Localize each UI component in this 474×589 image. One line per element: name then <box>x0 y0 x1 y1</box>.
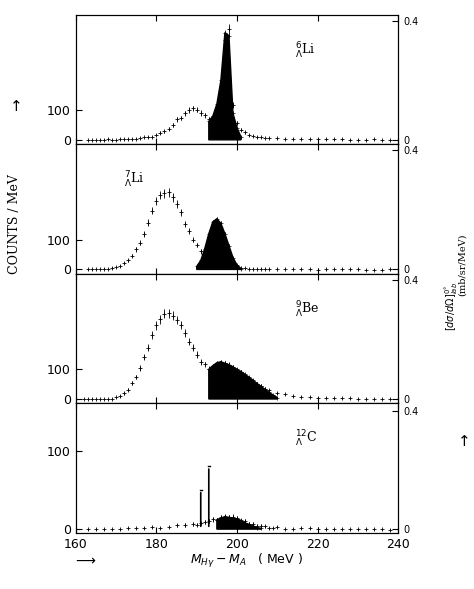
Text: (mb/sr/MeV): (mb/sr/MeV) <box>458 234 466 296</box>
Text: $^{6}_{\Lambda}$Li: $^{6}_{\Lambda}$Li <box>295 41 316 61</box>
Text: $\uparrow$: $\uparrow$ <box>7 98 21 114</box>
Text: $\longrightarrow$: $\longrightarrow$ <box>73 554 97 568</box>
Polygon shape <box>209 32 241 140</box>
Text: $\uparrow$: $\uparrow$ <box>455 434 469 449</box>
Text: $[d\sigma/d\Omega]^{0°}_{lab}$: $[d\sigma/d\Omega]^{0°}_{lab}$ <box>444 282 461 331</box>
Text: $^{9}_{\Lambda}$Be: $^{9}_{\Lambda}$Be <box>295 300 319 320</box>
Polygon shape <box>197 219 241 269</box>
Text: COUNTS / MeV: COUNTS / MeV <box>8 174 21 274</box>
Text: $M_{H\gamma}-M_A$   ( MeV ): $M_{H\gamma}-M_A$ ( MeV ) <box>190 552 303 570</box>
Polygon shape <box>209 362 277 399</box>
Text: $^{7}_{\Lambda}$Li: $^{7}_{\Lambda}$Li <box>124 170 145 190</box>
Text: $^{12}_{\Lambda}$C: $^{12}_{\Lambda}$C <box>295 429 318 449</box>
Polygon shape <box>217 517 261 529</box>
